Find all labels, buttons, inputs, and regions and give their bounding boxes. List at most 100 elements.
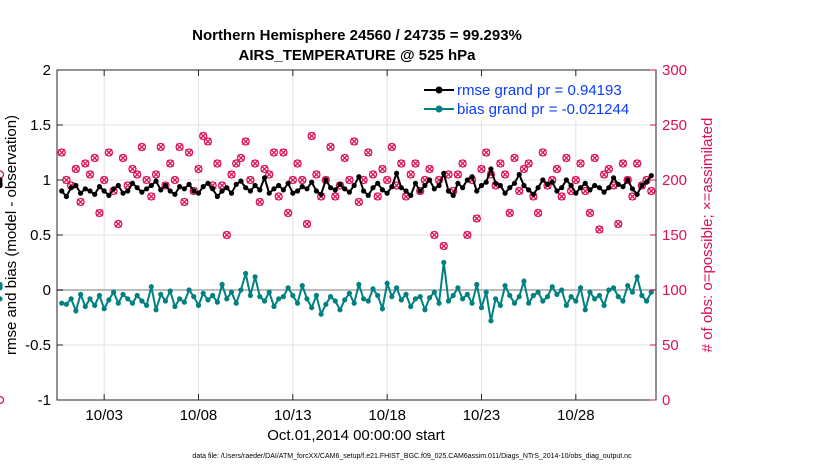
obs-assimilated-point <box>576 159 585 168</box>
y-left-tick-label: -1 <box>38 392 51 409</box>
obs-assimilated-point <box>515 187 523 195</box>
bias-point <box>162 298 169 304</box>
bias-point <box>59 300 65 306</box>
rmse-point <box>87 188 93 194</box>
obs-possible-point <box>647 186 656 196</box>
obs-possible-point <box>321 175 330 185</box>
rmse-point <box>313 188 320 194</box>
bias-point <box>228 289 235 295</box>
obs-possible-point <box>538 148 547 157</box>
obs-assimilated-point <box>341 154 349 162</box>
bias-point <box>243 270 249 277</box>
rmse-point <box>483 179 489 185</box>
obs-possible-point <box>100 175 109 185</box>
obs-assimilated-point <box>331 192 339 201</box>
obs-possible-point <box>458 159 467 168</box>
obs-assimilated-point <box>534 209 542 217</box>
obs-possible-point <box>114 219 123 229</box>
rmse-point <box>247 188 253 194</box>
rmse-point <box>379 187 386 193</box>
bias-point <box>379 306 386 312</box>
chart-title-line1: Northern Hemisphere 24560 / 24735 = 99.2… <box>192 27 522 44</box>
obs-assimilated-point <box>171 176 179 184</box>
rmse-point <box>436 182 442 189</box>
obs-assimilated-point <box>595 225 604 234</box>
bias-point <box>177 296 183 302</box>
obs-assimilated-point <box>237 154 245 162</box>
obs-possible-point <box>331 192 340 201</box>
bias-point <box>210 292 216 299</box>
obs-possible-point <box>236 153 246 163</box>
obs-possible-point <box>552 164 562 174</box>
bias-point <box>247 292 253 299</box>
rmse-point <box>280 187 286 193</box>
rmse-point <box>634 191 640 197</box>
obs-possible-point <box>604 164 613 174</box>
rmse-point <box>521 182 527 189</box>
rmse-point <box>554 188 560 194</box>
bias-point <box>238 287 244 293</box>
rmse-point <box>601 189 607 195</box>
obs-assimilated-point <box>411 159 420 168</box>
bias-point <box>92 302 98 308</box>
bias-point <box>620 298 626 304</box>
bias-point <box>625 283 631 289</box>
bias-point <box>436 300 442 306</box>
rmse-point <box>219 188 225 194</box>
obs-possible-point <box>500 170 510 179</box>
rmse-point <box>573 190 579 196</box>
bias-point <box>540 298 546 304</box>
bias-point <box>606 287 612 293</box>
obs-assimilated-point <box>265 170 273 179</box>
obs-possible-point <box>505 208 514 218</box>
data-file-footer: data file: /Users/raeder/DAI/ATM_forcXX/… <box>192 453 632 460</box>
bias-point <box>634 274 640 280</box>
rmse-point <box>648 173 654 179</box>
rmse-point <box>125 188 131 194</box>
rmse-point <box>162 182 169 189</box>
y-right-tick-label: 150 <box>662 227 687 244</box>
rmse-point <box>596 185 603 191</box>
x-tick-label: 10/18 <box>368 407 406 424</box>
obs-possible-point <box>269 148 279 157</box>
bias-point <box>417 294 423 300</box>
bias-point <box>431 289 437 295</box>
obs-assimilated-point <box>251 159 259 168</box>
bias-point <box>309 305 315 311</box>
obs-possible-point <box>557 192 566 201</box>
bias-point <box>115 300 121 306</box>
rmse-point <box>408 192 414 198</box>
obs-assimilated-point <box>345 176 354 184</box>
obs-assimilated-point <box>383 176 391 184</box>
obs-possible-point <box>133 170 142 179</box>
obs-possible-point <box>515 186 524 196</box>
obs-possible-point <box>293 159 302 168</box>
obs-possible-point <box>57 148 66 157</box>
rmse-point <box>526 187 532 193</box>
bias-point <box>370 286 376 292</box>
obs-possible-point <box>576 159 585 168</box>
rmse-point <box>478 182 485 189</box>
rmse-point <box>82 186 88 192</box>
obs-possible-point <box>453 170 463 179</box>
rmse-point <box>398 185 404 191</box>
bias-point <box>441 259 447 266</box>
obs-assimilated-point <box>298 176 306 184</box>
obs-possible-point <box>482 148 491 157</box>
rmse-point <box>384 190 390 196</box>
bias-point <box>375 292 381 299</box>
bias-point <box>516 294 522 300</box>
x-tick-label: 10/13 <box>274 407 312 424</box>
rmse-point <box>577 185 584 191</box>
rmse-point <box>393 170 400 176</box>
obs-possible-point <box>307 131 316 141</box>
bias-point <box>63 301 70 307</box>
bias-point <box>568 294 574 300</box>
rmse-point <box>370 185 376 191</box>
obs-assimilated-point <box>157 143 165 151</box>
bias-point <box>0 285 3 291</box>
obs-assimilated-point <box>506 209 514 217</box>
obs-possible-point <box>194 164 203 174</box>
obs-assimilated-point <box>586 209 594 217</box>
